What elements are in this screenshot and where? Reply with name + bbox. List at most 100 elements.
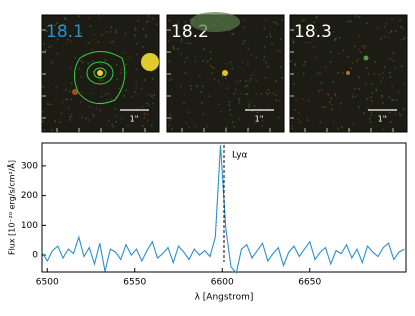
noise: [118, 87, 120, 90]
noise: [334, 38, 336, 41]
noise: [201, 102, 203, 104]
noise: [70, 113, 73, 116]
noise: [64, 17, 66, 20]
noise: [129, 56, 131, 59]
noise: [169, 119, 171, 122]
noise: [136, 108, 138, 111]
noise: [265, 91, 268, 94]
annotation-label: Lyα: [232, 151, 248, 161]
noise: [231, 67, 234, 70]
noise: [115, 121, 117, 123]
noise: [67, 39, 70, 41]
noise: [147, 119, 149, 122]
noise: [326, 93, 329, 95]
noise: [232, 33, 235, 36]
noise: [106, 31, 108, 33]
noise: [329, 61, 332, 64]
noise: [263, 46, 266, 49]
noise: [53, 120, 56, 122]
noise: [368, 117, 371, 120]
noise: [388, 111, 391, 114]
noise: [55, 87, 57, 89]
noise: [80, 32, 82, 35]
noise: [148, 94, 150, 96]
noise: [367, 73, 370, 75]
noise: [304, 61, 306, 63]
noise: [312, 46, 315, 49]
y-tick-label: 200: [21, 191, 38, 201]
noise: [50, 129, 53, 132]
noise: [144, 79, 146, 81]
noise: [184, 21, 187, 23]
noise: [291, 127, 293, 130]
noise: [271, 43, 274, 45]
noise: [242, 26, 245, 29]
noise: [71, 116, 73, 118]
noise: [391, 98, 393, 101]
y-axis-label: Flux [10⁻²⁰ erg/s/cm²/Å]: [6, 160, 17, 255]
noise: [394, 30, 397, 32]
noise: [180, 53, 183, 55]
noise: [203, 48, 205, 50]
noise: [145, 36, 148, 39]
noise: [402, 27, 405, 30]
noise: [50, 103, 53, 106]
noise: [100, 95, 103, 98]
noise: [247, 47, 250, 50]
noise: [324, 106, 326, 108]
noise: [375, 88, 377, 91]
noise: [370, 82, 373, 85]
noise: [276, 23, 279, 25]
noise: [255, 79, 258, 82]
noise: [275, 99, 278, 102]
noise: [43, 129, 45, 131]
noise: [244, 85, 246, 88]
noise: [366, 67, 368, 70]
noise: [198, 75, 201, 77]
noise: [279, 50, 281, 52]
source: [222, 70, 228, 76]
noise: [363, 112, 365, 114]
noise: [87, 41, 90, 44]
noise: [189, 42, 192, 45]
noise: [378, 73, 381, 76]
noise: [321, 89, 323, 92]
noise: [97, 41, 99, 43]
noise: [363, 47, 366, 49]
noise: [265, 76, 267, 79]
scale-label: 1": [378, 115, 387, 124]
noise: [182, 28, 185, 30]
noise: [319, 72, 321, 74]
noise: [56, 39, 58, 41]
noise: [251, 74, 254, 76]
noise: [170, 117, 173, 120]
noise: [400, 39, 402, 41]
noise: [44, 49, 47, 51]
noise: [46, 30, 48, 33]
noise: [70, 82, 73, 84]
noise: [228, 101, 231, 103]
noise: [381, 102, 384, 105]
noise: [403, 83, 405, 86]
noise: [337, 71, 339, 74]
noise: [85, 117, 87, 120]
noise: [167, 40, 170, 42]
noise: [177, 21, 179, 24]
noise: [381, 76, 384, 79]
noise: [339, 37, 341, 39]
panel-label: 18.3: [294, 22, 332, 42]
spectrum-line: [41, 145, 405, 275]
noise: [347, 20, 349, 22]
noise: [401, 65, 403, 68]
noise: [266, 35, 268, 38]
noise: [226, 87, 228, 89]
noise: [255, 92, 258, 95]
noise: [374, 61, 376, 63]
noise: [303, 18, 305, 21]
noise: [274, 80, 277, 83]
noise: [98, 80, 101, 82]
noise: [91, 48, 93, 51]
noise: [69, 90, 71, 93]
noise: [403, 108, 405, 110]
noise: [384, 25, 386, 28]
